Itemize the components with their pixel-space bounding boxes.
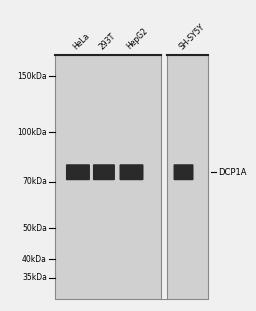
Bar bbox=[55, 55, 208, 299]
Text: SH-SY5Y: SH-SY5Y bbox=[177, 22, 206, 51]
FancyBboxPatch shape bbox=[174, 164, 194, 180]
Bar bbox=[161, 55, 167, 299]
Text: 40kDa: 40kDa bbox=[22, 255, 47, 264]
Text: 70kDa: 70kDa bbox=[22, 177, 47, 186]
Text: HepG2: HepG2 bbox=[125, 26, 150, 51]
Text: 100kDa: 100kDa bbox=[17, 128, 47, 137]
FancyBboxPatch shape bbox=[120, 164, 144, 180]
Text: DCP1A: DCP1A bbox=[218, 168, 247, 177]
FancyBboxPatch shape bbox=[93, 164, 115, 180]
Text: 50kDa: 50kDa bbox=[22, 224, 47, 233]
Text: 293T: 293T bbox=[98, 31, 118, 51]
Text: 150kDa: 150kDa bbox=[17, 72, 47, 81]
Text: 35kDa: 35kDa bbox=[22, 273, 47, 282]
Text: HeLa: HeLa bbox=[72, 31, 92, 51]
FancyBboxPatch shape bbox=[66, 164, 90, 180]
